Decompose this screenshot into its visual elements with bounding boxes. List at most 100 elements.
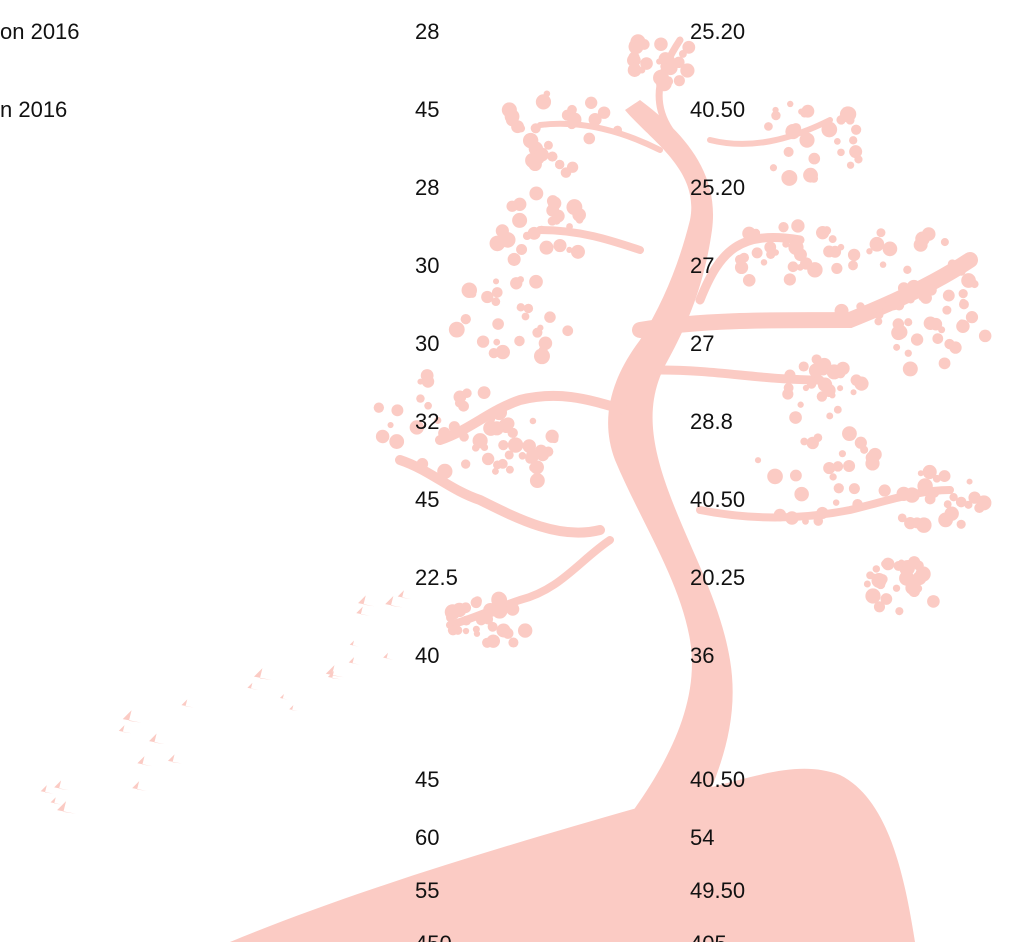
blossom [849, 145, 862, 158]
blossom [829, 473, 836, 480]
blossom [566, 199, 582, 215]
blossom [472, 444, 480, 452]
blossom [903, 361, 918, 376]
blossom [881, 593, 893, 605]
blossom [510, 277, 522, 289]
blossom [553, 239, 566, 252]
blossom [785, 511, 799, 525]
blossom [959, 289, 968, 298]
blossom [916, 517, 931, 532]
blossom [822, 226, 831, 235]
blossom [870, 574, 876, 580]
blossom [829, 235, 837, 243]
blossom [873, 565, 880, 572]
blossom [459, 432, 469, 442]
blossom [639, 39, 650, 50]
blossom [915, 232, 930, 247]
blossom [531, 123, 541, 133]
bird [123, 710, 142, 722]
blossom [639, 67, 646, 74]
blossom [374, 402, 384, 412]
blossom [784, 273, 796, 285]
blossom [927, 595, 940, 608]
blossom [865, 588, 880, 603]
blossom [532, 328, 542, 338]
blossom [778, 222, 788, 232]
blossom [957, 520, 966, 529]
price-cell: 20.25 [690, 565, 745, 591]
bird [181, 699, 193, 707]
bird [119, 725, 131, 733]
bird [254, 668, 272, 680]
blossom [743, 274, 756, 287]
quantity-cell: 55 [415, 878, 439, 904]
blossom [924, 467, 931, 474]
row-label: on 2016 [0, 19, 80, 45]
blossom [460, 602, 471, 613]
blossom [893, 344, 900, 351]
blossom [834, 483, 844, 493]
blossom [939, 470, 951, 482]
blossom [629, 40, 637, 48]
blossom [800, 438, 808, 446]
blossom [851, 374, 863, 386]
blossom [506, 201, 517, 212]
blossom [876, 580, 885, 589]
blossom [948, 259, 957, 268]
blossom [956, 320, 969, 333]
blossom [492, 318, 504, 330]
blossom [502, 628, 513, 639]
blossom [490, 236, 502, 248]
blossom [523, 133, 538, 148]
bird [149, 734, 165, 745]
blossom [797, 264, 804, 271]
bird [168, 754, 182, 763]
blossom [829, 246, 841, 258]
blossom [907, 493, 913, 499]
blossom [957, 267, 966, 276]
blossom [836, 369, 845, 378]
blossom [583, 133, 595, 145]
blossom [567, 112, 581, 126]
bird [383, 653, 393, 660]
price-cell: 40.50 [690, 487, 745, 513]
blossom [971, 280, 979, 288]
blossom [498, 440, 508, 450]
blossom [562, 325, 573, 336]
bird [247, 683, 258, 690]
blossom [506, 603, 519, 616]
blossom [826, 412, 833, 419]
blossom [781, 170, 797, 186]
blossom [907, 295, 915, 303]
blossom [508, 437, 523, 452]
blossom [493, 278, 499, 284]
blossom [508, 253, 521, 266]
blossom [576, 216, 584, 224]
blossom [493, 460, 502, 469]
blossom [905, 350, 912, 357]
blossom [528, 227, 541, 240]
blossom [571, 245, 585, 259]
blossom [742, 227, 756, 241]
blossom [960, 299, 967, 306]
blossom [491, 297, 500, 306]
blossom [911, 333, 923, 345]
blossom [874, 304, 883, 313]
blossom [518, 623, 532, 637]
blossom [656, 59, 662, 65]
blossom [462, 388, 472, 398]
quantity-cell: 45 [415, 767, 439, 793]
blossom [920, 292, 932, 304]
quantity-cell: 28 [415, 175, 439, 201]
blossom [544, 311, 556, 323]
quantity-cell: 45 [415, 97, 439, 123]
blossom [843, 460, 855, 472]
quantity-cell: 40 [415, 643, 439, 669]
blossom [446, 613, 455, 622]
bonsai-watermark [0, 0, 1022, 942]
blossom [964, 501, 972, 509]
blossom [942, 306, 951, 315]
blossom [907, 280, 921, 294]
blossom [526, 443, 534, 451]
blossom [449, 421, 460, 432]
